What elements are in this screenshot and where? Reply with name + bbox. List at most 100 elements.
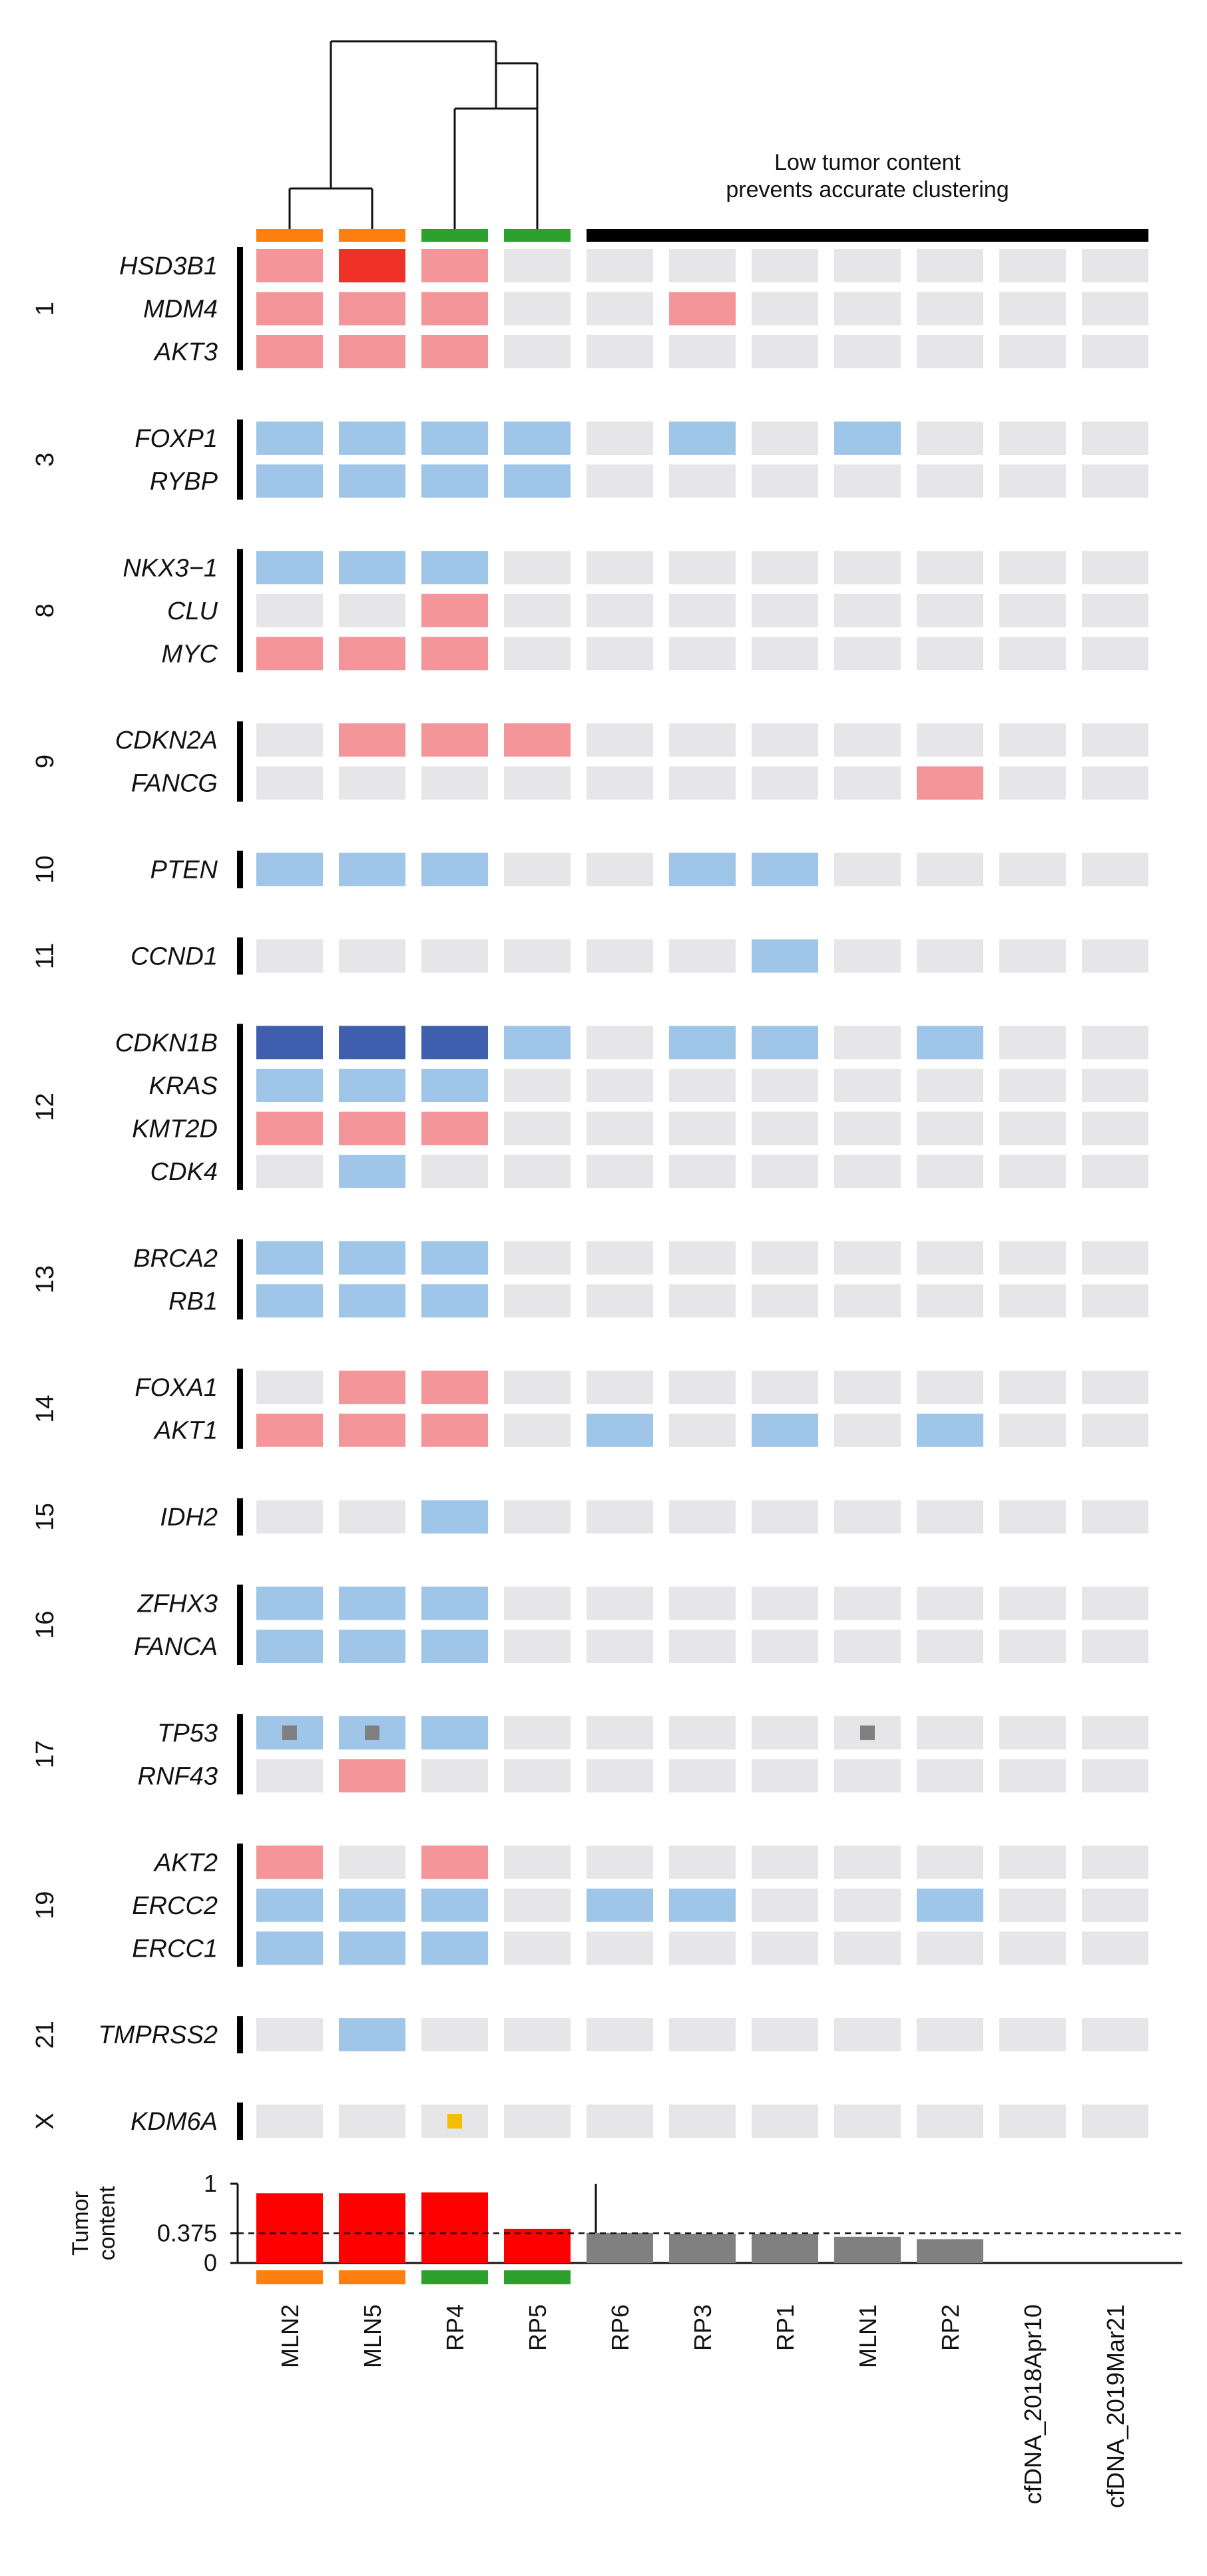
heatmap-cell: [587, 1500, 653, 1534]
heatmap-cell: [917, 1716, 983, 1750]
heatmap-cell: [256, 1888, 323, 1922]
y-axis-title-line: Tumor: [68, 2191, 93, 2256]
chromosome-label: 17: [31, 1740, 59, 1768]
heatmap-cell: [504, 1931, 571, 1965]
heatmap-cell: [999, 1371, 1066, 1405]
heatmap-cell: [339, 335, 405, 368]
gene-label: TP53: [157, 1720, 218, 1748]
chromosome-label: 11: [31, 943, 59, 969]
heatmap-cell: [669, 421, 736, 455]
heatmap-cell: [421, 1284, 488, 1318]
heatmap-cell: [504, 1241, 571, 1275]
y-axis-title: Tumorcontent: [68, 2186, 120, 2260]
heatmap-cell: [834, 1284, 901, 1318]
heatmap-cell: [256, 939, 323, 973]
tumor-content-bar: [752, 2233, 818, 2263]
tumor-content-bar: [421, 2192, 488, 2263]
heatmap-cell: [421, 1241, 488, 1275]
heatmap-cell: [669, 1931, 736, 1965]
heatmap-cell: [1082, 421, 1148, 455]
cluster-color-bar: [504, 2270, 571, 2284]
heatmap-cell: [752, 939, 818, 973]
heatmap-cell: [752, 1241, 818, 1275]
heatmap-cell: [339, 1241, 405, 1275]
heatmap-cell: [339, 1154, 405, 1188]
heatmap-cell: [504, 335, 571, 368]
gene-label: CDKN1B: [115, 1029, 218, 1057]
chromosome-label: 15: [31, 1502, 59, 1530]
heatmap-cell: [669, 852, 736, 886]
heatmap-cell: [339, 421, 405, 455]
chromosome-bracket: [237, 247, 243, 370]
heatmap-cell: [752, 637, 818, 671]
heatmap-cell: [669, 1026, 736, 1060]
heatmap-cell: [999, 2104, 1066, 2138]
heatmap-cell: [587, 723, 653, 757]
heatmap-cell: [421, 421, 488, 455]
heatmap-cell: [1082, 335, 1148, 368]
heatmap-cell: [834, 335, 901, 368]
heatmap-cell: [917, 2018, 983, 2052]
heatmap-cell: [999, 1068, 1066, 1102]
heatmap-cell: [504, 2018, 571, 2052]
heatmap-cell: [587, 1026, 653, 1060]
heatmap-cell: [339, 292, 405, 326]
heatmap-cell: [504, 1371, 571, 1405]
heatmap-cell: [669, 1759, 736, 1793]
heatmap-cell: [834, 1845, 901, 1879]
heatmap-cell: [999, 249, 1066, 282]
gene-label: IDH2: [160, 1504, 218, 1532]
sample-label: RP1: [772, 2304, 799, 2351]
heatmap-cell: [421, 939, 488, 973]
heatmap-cell: [669, 766, 736, 800]
heatmap-cell: [504, 1068, 571, 1102]
heatmap-cell: [339, 766, 405, 800]
heatmap-cell: [752, 421, 818, 455]
heatmap-cell: [421, 1888, 488, 1922]
gene-label: FANCG: [131, 770, 218, 798]
heatmap-cell: [752, 1586, 818, 1620]
heatmap-cell: [752, 1716, 818, 1750]
heatmap-cell: [834, 766, 901, 800]
heatmap-cell: [917, 1759, 983, 1793]
heatmap-cell: [752, 1845, 818, 1879]
heatmap-cell: [256, 852, 323, 886]
heatmap-cell: [834, 1931, 901, 1965]
heatmap-cell: [752, 1888, 818, 1922]
heatmap-cell: [504, 1413, 571, 1447]
heatmap-cell: [999, 1413, 1066, 1447]
heatmap-cell: [1082, 1284, 1148, 1318]
heatmap-cell: [256, 2104, 323, 2138]
heatmap-cell: [587, 292, 653, 326]
heatmap-cell: [339, 1068, 405, 1102]
mutation-marker: [365, 1725, 379, 1740]
tumor-content-panel: 1 0.375 0 Tumorcontent: [68, 2170, 1182, 2284]
heatmap-cell: [256, 1026, 323, 1060]
heatmap-cell: [504, 292, 571, 326]
sample-label: cfDNA_2018Apr10: [1019, 2304, 1047, 2504]
heatmap-cell: [1082, 723, 1148, 757]
heatmap-cell: [752, 464, 818, 498]
chromosome-label: 16: [31, 1611, 59, 1639]
chromosome-label: 21: [31, 2021, 59, 2049]
heatmap-cell: [999, 421, 1066, 455]
heatmap-cell: [256, 1154, 323, 1188]
heatmap-cell: [339, 1371, 405, 1405]
heatmap-cell: [834, 1759, 901, 1793]
heatmap-cell: [1082, 1759, 1148, 1793]
heatmap-cell: [587, 1154, 653, 1188]
chromosome-label: 19: [31, 1891, 59, 1919]
heatmap-cell: [917, 1112, 983, 1145]
gene-label: MYC: [162, 640, 218, 668]
heatmap-cell: [504, 421, 571, 455]
heatmap-cell: [339, 249, 405, 282]
chromosome-bracket: [237, 721, 243, 802]
cluster-color-bar: [256, 2270, 323, 2284]
tumor-content-bar: [917, 2239, 983, 2263]
chromosome-label: 1: [31, 302, 59, 316]
heatmap-cell: [1082, 1630, 1148, 1663]
heatmap-cell: [1082, 551, 1148, 585]
heatmap-cell: [834, 1500, 901, 1534]
heatmap: HSD3B1 MDM4 AKT3 1 FOXP1 RYBP 3 NKX3−1 CLU MYC 8 CD…: [31, 247, 1148, 2140]
